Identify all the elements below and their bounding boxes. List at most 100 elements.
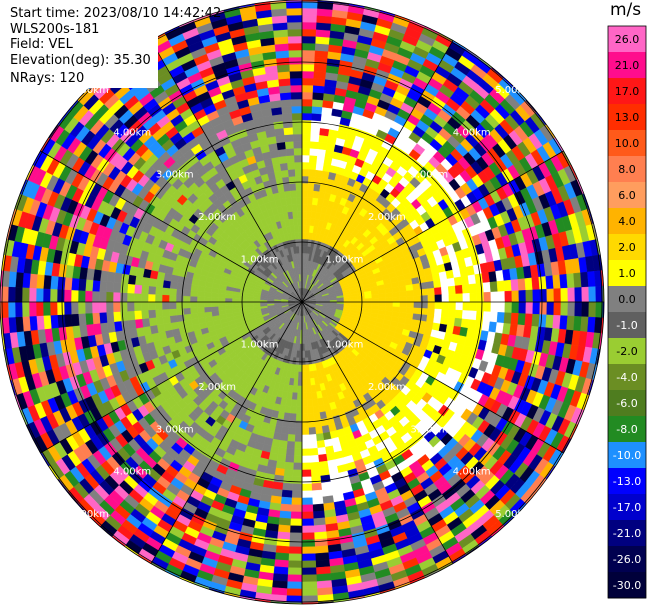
velocity-gate (427, 301, 436, 310)
velocity-gate (467, 274, 477, 285)
velocity-gate (309, 154, 318, 163)
velocity-gate (315, 433, 325, 442)
velocity-gate (301, 35, 317, 44)
velocity-gate (539, 288, 548, 303)
velocity-gate (106, 281, 115, 293)
velocity-gate (169, 314, 178, 324)
velocity-gate (319, 467, 330, 477)
velocity-gate (280, 426, 290, 435)
velocity-gate (274, 552, 290, 561)
velocity-gate (71, 313, 80, 327)
velocity-gate (105, 301, 114, 313)
velocity-gate (490, 291, 499, 303)
velocity-gate (316, 587, 333, 596)
velocity-gate (298, 364, 303, 373)
velocity-gate (453, 317, 463, 328)
velocity-gate (552, 314, 561, 330)
velocity-gate (312, 496, 324, 505)
velocity-gate (134, 275, 144, 286)
velocity-gate (316, 8, 333, 17)
velocity-gate (392, 306, 401, 313)
velocity-gate (126, 301, 135, 312)
velocity-gate (301, 553, 316, 562)
velocity-gate (231, 305, 240, 310)
velocity-gate (384, 287, 393, 294)
velocity-gate (314, 538, 328, 547)
velocity-gate (315, 559, 331, 568)
velocity-gate (301, 588, 318, 597)
velocity-gate (279, 503, 292, 512)
velocity-gate (57, 314, 66, 328)
velocity-gate (291, 483, 303, 492)
velocity-gate (161, 294, 170, 303)
velocity-gate (210, 297, 219, 303)
velocity-gate (301, 126, 312, 135)
velocity-gate (120, 282, 129, 294)
velocity-gate (399, 301, 408, 308)
velocity-gate (15, 316, 24, 333)
velocity-gate (203, 301, 212, 308)
velocity-gate (524, 313, 533, 327)
velocity-gate (281, 489, 293, 498)
velocity-gate (210, 301, 219, 307)
velocity-gate (462, 292, 471, 303)
velocity-gate (141, 284, 150, 295)
velocity-gate (538, 314, 547, 328)
velocity-gate (63, 289, 72, 303)
velocity-gate (147, 293, 156, 303)
velocity-gate (378, 301, 387, 307)
velocity-gate (14, 301, 23, 318)
velocity-gate (57, 276, 66, 290)
velocity-gate (245, 301, 254, 306)
velocity-gate (276, 531, 291, 540)
velocity-gate (510, 312, 519, 325)
velocity-gate (426, 280, 435, 290)
velocity-gate (350, 298, 359, 303)
velocity-gate (7, 286, 16, 303)
velocity-gate (292, 462, 303, 471)
velocity-gate (289, 413, 297, 422)
velocity-gate (36, 273, 45, 289)
velocity-gate (98, 291, 107, 303)
velocity-gate (301, 371, 307, 380)
velocity-gate (308, 434, 317, 443)
velocity-gate (560, 301, 569, 317)
velocity-gate (467, 319, 477, 330)
velocity-gate (588, 301, 597, 318)
velocity-gate (310, 468, 321, 477)
velocity-gate (313, 524, 327, 533)
velocity-gate (301, 84, 314, 93)
velocity-gate (283, 468, 294, 477)
velocity-gate (119, 301, 128, 312)
velocity-gate (518, 290, 527, 303)
velocity-gate (434, 287, 443, 296)
velocity-gate (461, 284, 470, 294)
velocity-gate (22, 272, 31, 288)
velocity-gate (290, 511, 303, 520)
velocity-gate (277, 524, 291, 533)
velocity-gate (154, 294, 163, 303)
velocity-gate (301, 224, 307, 233)
velocity-gate (296, 399, 303, 408)
velocity-gate (112, 291, 121, 303)
velocity-gate (308, 427, 317, 436)
velocity-gate (272, 573, 288, 582)
velocity-gate (517, 278, 526, 291)
velocity-gate (468, 310, 477, 321)
velocity-gate (127, 310, 136, 321)
velocity-gate (301, 378, 307, 387)
velocity-gate (294, 434, 303, 443)
velocity-gate (440, 278, 449, 288)
velocity-gate (301, 77, 314, 86)
velocity-gate (271, 580, 288, 589)
velocity-gate (398, 285, 407, 292)
velocity-gate (134, 318, 144, 329)
velocity-gate (28, 301, 37, 317)
velocity-gate (461, 310, 470, 320)
velocity-gate (126, 292, 135, 303)
velocity-gate (538, 276, 547, 290)
velocity-gate (84, 290, 93, 303)
velocity-gate (469, 292, 478, 303)
velocity-gate (294, 441, 303, 450)
velocity-gate (496, 280, 505, 292)
